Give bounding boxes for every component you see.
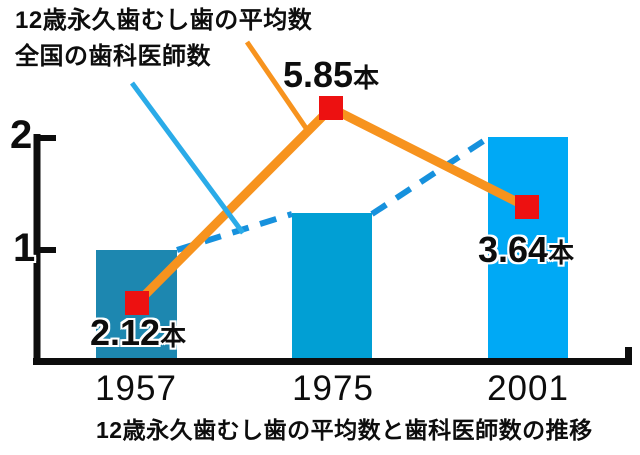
dentists-label-leader-line [129, 81, 246, 235]
x-tick-label-2001: 2001 [487, 369, 569, 408]
y-tick-label-1: 1 [13, 226, 36, 270]
decay-marker-1957 [125, 291, 149, 315]
legend-decay-series-label: 12歳永久歯むし歯の平均数 [15, 7, 313, 34]
dentists-dashed-trend-segment-1 [176, 211, 293, 253]
value-1957-number: 2.12 [90, 312, 161, 353]
bar-1975 [292, 213, 372, 363]
decay-marker-1975 [319, 96, 343, 120]
chart-caption: 12歳永久歯むし歯の平均数と歯科医師数の推移 [96, 417, 593, 443]
value-1975-number: 5.85 [283, 54, 354, 95]
value-1957-unit: 本 [160, 321, 187, 351]
y-tick-label-2: 2 [10, 113, 33, 157]
x-tick-label-1957: 1957 [95, 369, 177, 408]
value-label-1957: 2.12本 [90, 315, 186, 351]
value-1975-unit: 本 [353, 63, 380, 93]
value-label-1975: 5.85本 [283, 57, 379, 93]
legend-dentists-series-label: 全国の歯科医師数 [15, 43, 211, 70]
bar-2001 [488, 137, 568, 363]
decay-label-leader-line [244, 40, 311, 133]
x-tick-label-1975: 1975 [292, 369, 374, 408]
value-2001-number: 3.64 [478, 229, 549, 270]
value-2001-unit: 本 [548, 238, 575, 268]
dentists-dashed-trend-segment-2 [370, 133, 493, 217]
decay-marker-2001 [515, 195, 539, 219]
value-label-2001: 3.64本 [478, 232, 574, 268]
